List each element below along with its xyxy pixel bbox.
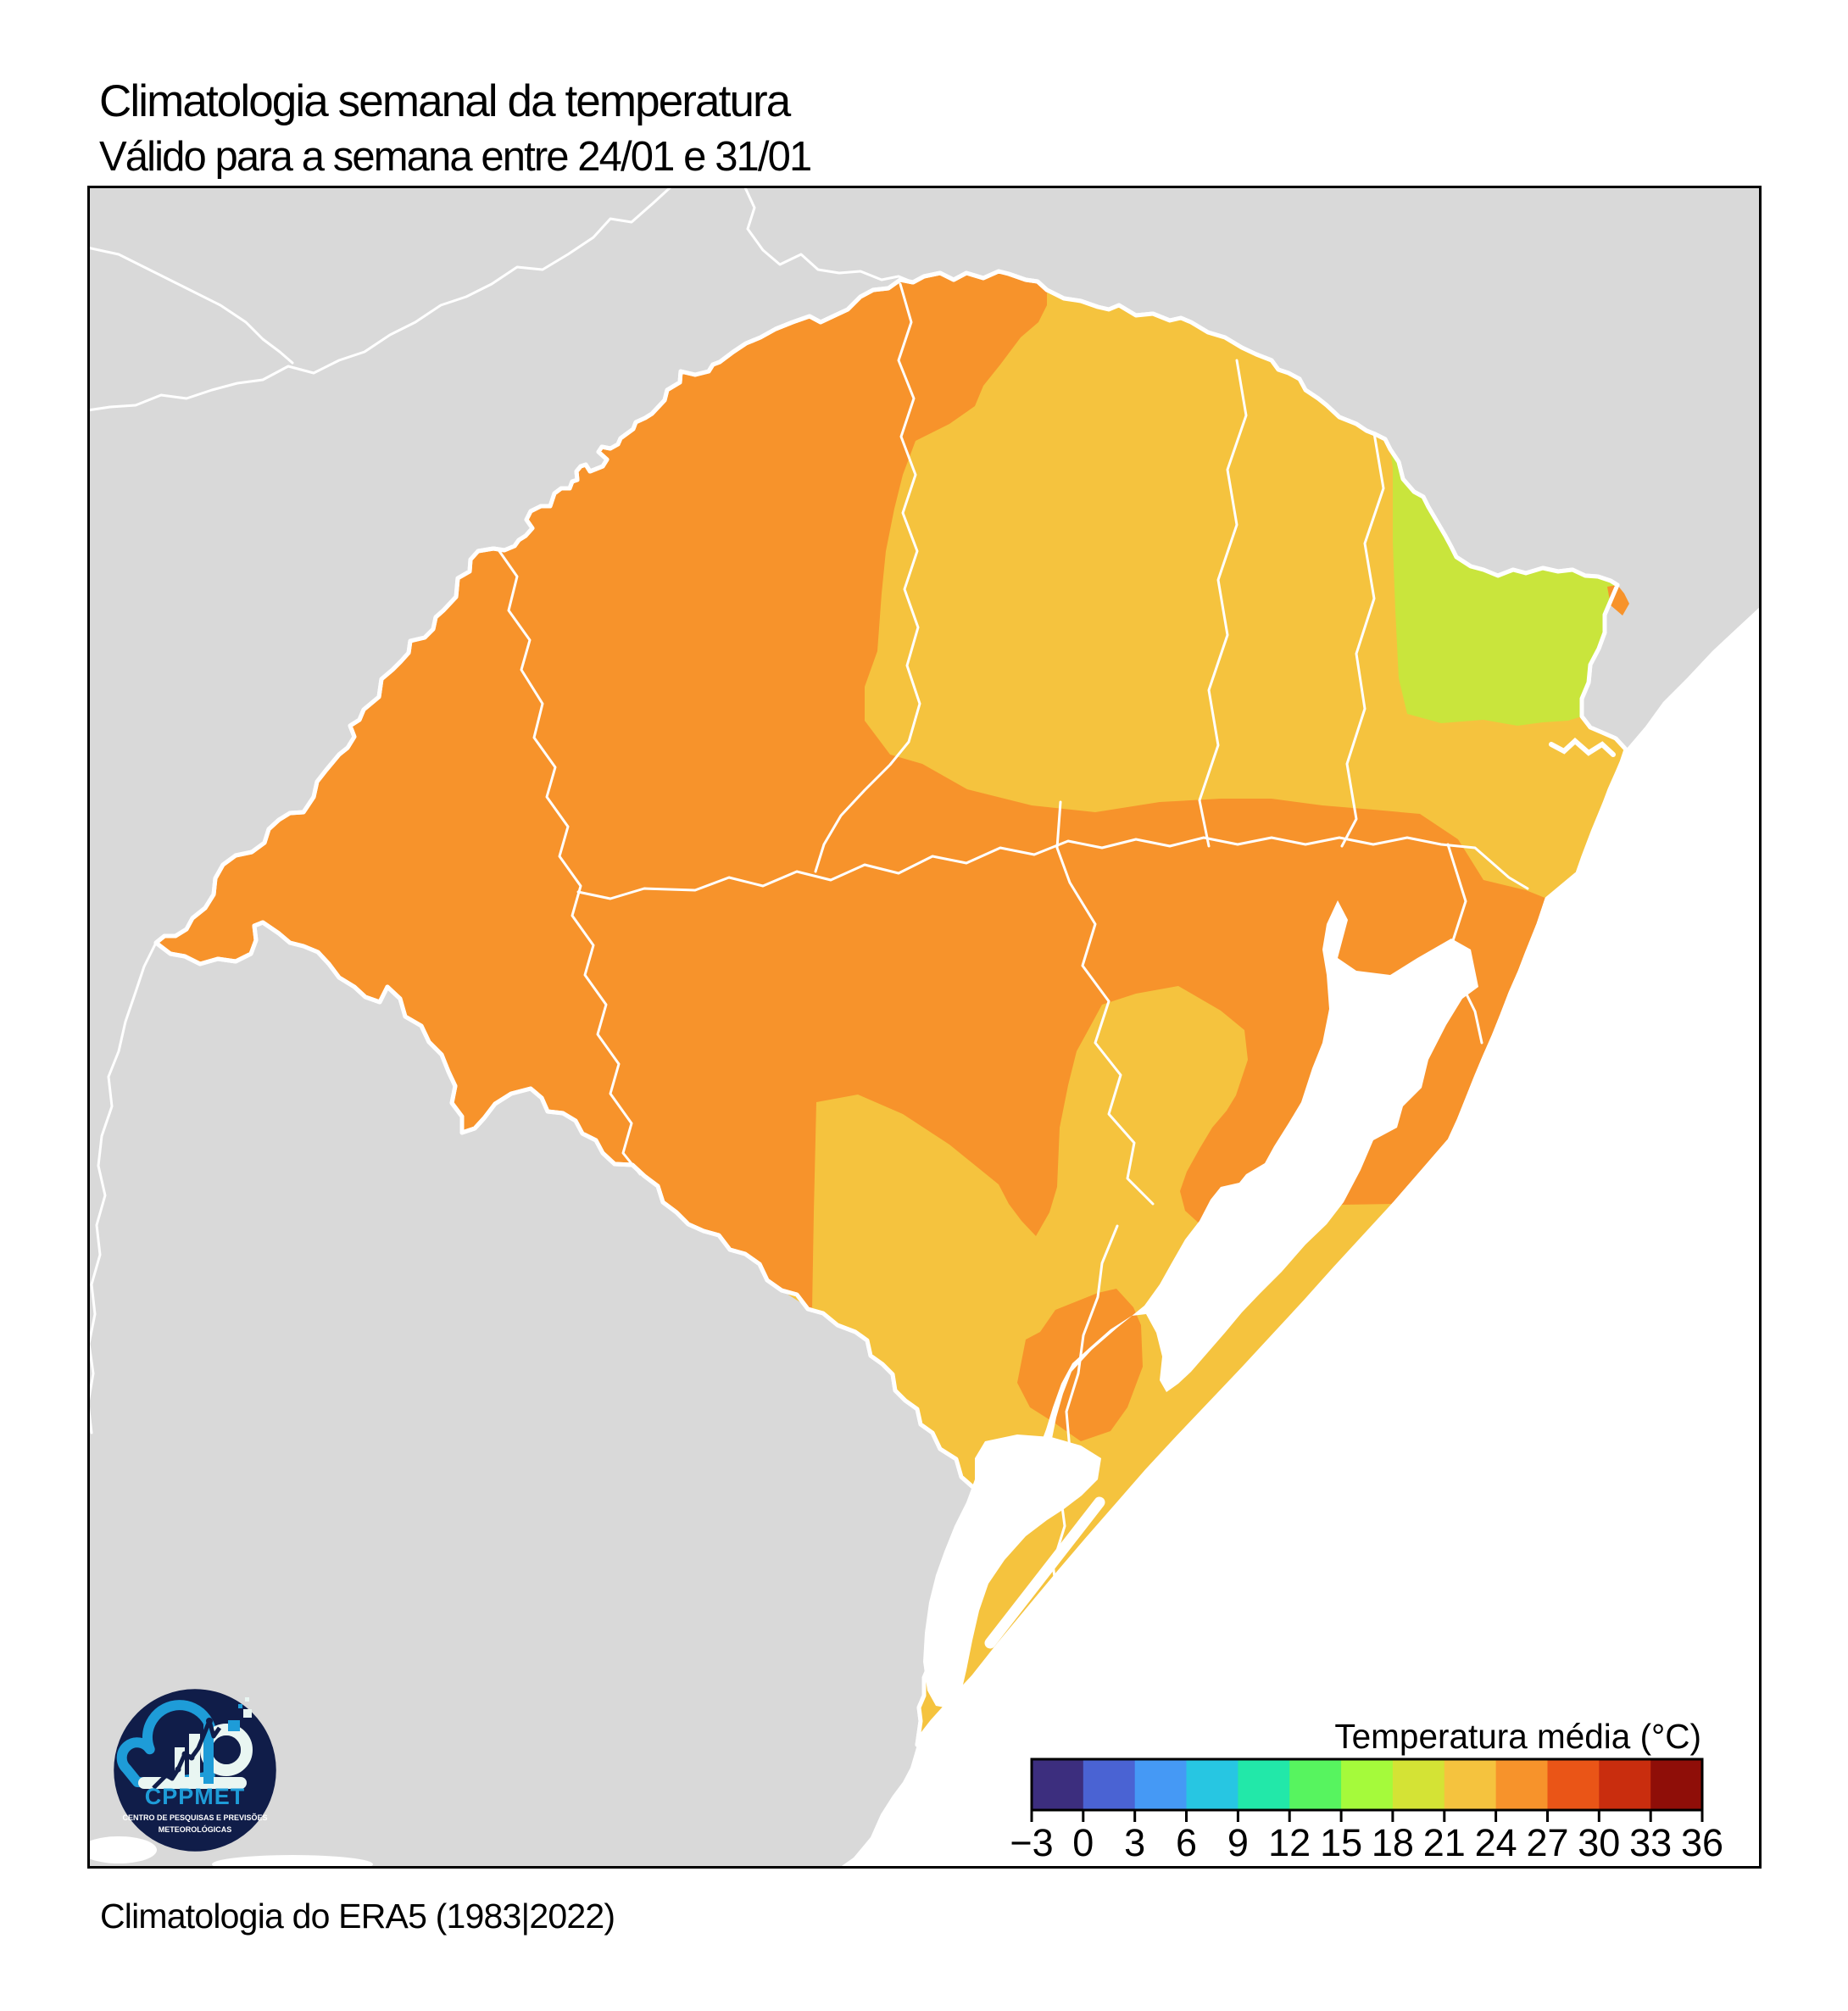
svg-text:CENTRO DE PESQUISAS E PREVISÕE: CENTRO DE PESQUISAS E PREVISÕES [122, 1813, 267, 1822]
svg-text:3: 3 [1124, 1821, 1145, 1864]
svg-text:METEOROLÓGICAS: METEOROLÓGICAS [159, 1824, 232, 1834]
svg-text:12: 12 [1268, 1821, 1311, 1864]
svg-text:36: 36 [1681, 1821, 1723, 1864]
svg-text:Temperatura média (°C): Temperatura média (°C) [1334, 1717, 1701, 1756]
svg-text:0: 0 [1072, 1821, 1094, 1864]
svg-text:−3: −3 [1010, 1821, 1053, 1864]
svg-text:27: 27 [1526, 1821, 1568, 1864]
svg-text:CPPMET: CPPMET [145, 1784, 246, 1809]
svg-text:15: 15 [1320, 1821, 1362, 1864]
svg-text:21: 21 [1423, 1821, 1466, 1864]
svg-text:24: 24 [1475, 1821, 1517, 1864]
svg-text:6: 6 [1176, 1821, 1197, 1864]
svg-text:9: 9 [1227, 1821, 1249, 1864]
svg-text:30: 30 [1578, 1821, 1620, 1864]
svg-text:18: 18 [1372, 1821, 1414, 1864]
svg-text:33: 33 [1629, 1821, 1672, 1864]
